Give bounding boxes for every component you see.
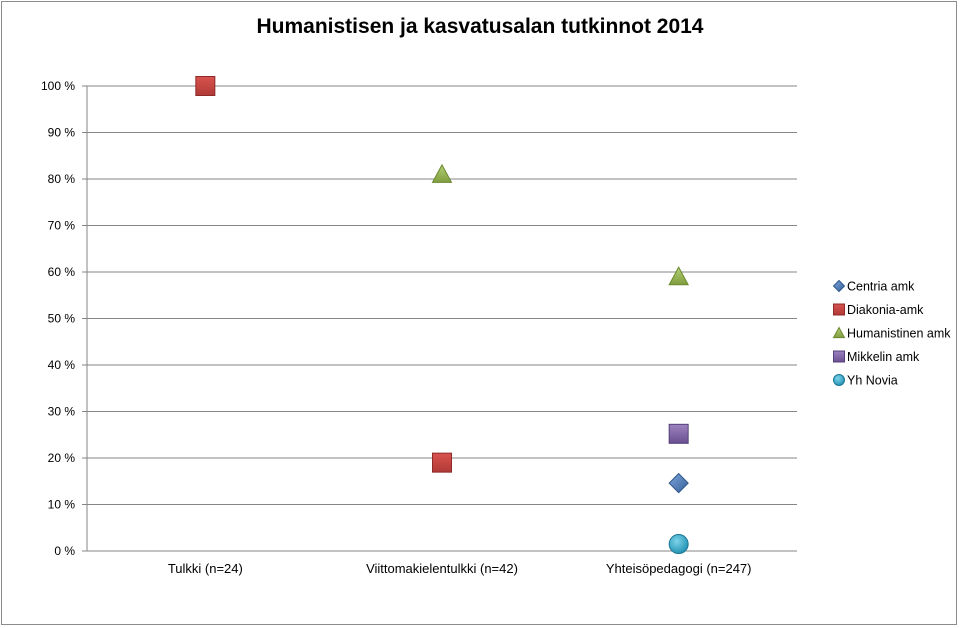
legend-label: Diakonia-amk — [847, 303, 924, 317]
legend-label: Yh Novia — [847, 374, 898, 388]
y-tick-label: 90 % — [48, 126, 76, 140]
data-point — [668, 266, 690, 286]
y-tick-label: 100 % — [41, 79, 75, 93]
y-tick-label: 60 % — [48, 265, 76, 279]
x-tick-label: Tulkki (n=24) — [168, 561, 243, 576]
y-tick-label: 70 % — [48, 219, 76, 233]
y-tick-label: 50 % — [48, 312, 76, 326]
gridlines — [82, 85, 797, 552]
data-point — [668, 472, 689, 494]
legend-marker — [833, 374, 845, 386]
legend: Centria amk Diakonia-amk Humanistinen amk M… — [832, 279, 951, 388]
y-tick-label: 40 % — [48, 358, 76, 372]
y-axis: 0 % 10 % 20 % 30 % 40 % 50 % 60 % 70 % 80 % 90 % 1… — [41, 79, 88, 558]
legend-label: Centria amk — [847, 280, 915, 294]
data-point — [668, 423, 689, 444]
data-point — [195, 76, 216, 96]
legend-marker — [833, 303, 845, 316]
legend-label: Mikkelin amk — [847, 350, 920, 364]
data-point — [431, 163, 453, 183]
data-points — [195, 76, 690, 555]
y-tick-label: 80 % — [48, 172, 76, 186]
y-tick-label: 30 % — [48, 405, 76, 419]
y-tick-label: 10 % — [48, 498, 76, 512]
y-tick-label: 0 % — [54, 544, 75, 558]
data-point — [668, 534, 689, 555]
legend-label: Humanistinen amk — [847, 327, 951, 341]
data-point — [432, 452, 452, 473]
chart-title: Humanistisen ja kasvatusalan tutkinnot 2… — [257, 15, 704, 38]
y-tick-label: 20 % — [48, 451, 76, 465]
x-axis: Tulkki (n=24) Viittomakielentulkki (n=42)… — [168, 561, 752, 576]
x-tick-label: Viittomakielentulkki (n=42) — [366, 561, 518, 576]
legend-marker — [833, 350, 845, 363]
legend-marker — [832, 326, 846, 339]
x-tick-label: Yhteisöpedagogi (n=247) — [606, 561, 752, 576]
legend-marker — [832, 279, 846, 293]
